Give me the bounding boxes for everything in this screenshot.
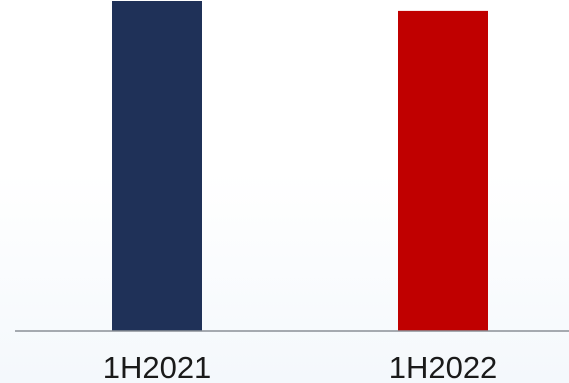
bar-1h2022 [398,10,488,332]
bars-layer [112,1,488,332]
tick-labels-layer: 1H2021 1H2022 [103,350,498,383]
x-tick-label-1h2021: 1H2021 [103,350,212,383]
bar-1h2021 [112,1,202,331]
x-tick-label-1h2022: 1H2022 [389,350,498,383]
